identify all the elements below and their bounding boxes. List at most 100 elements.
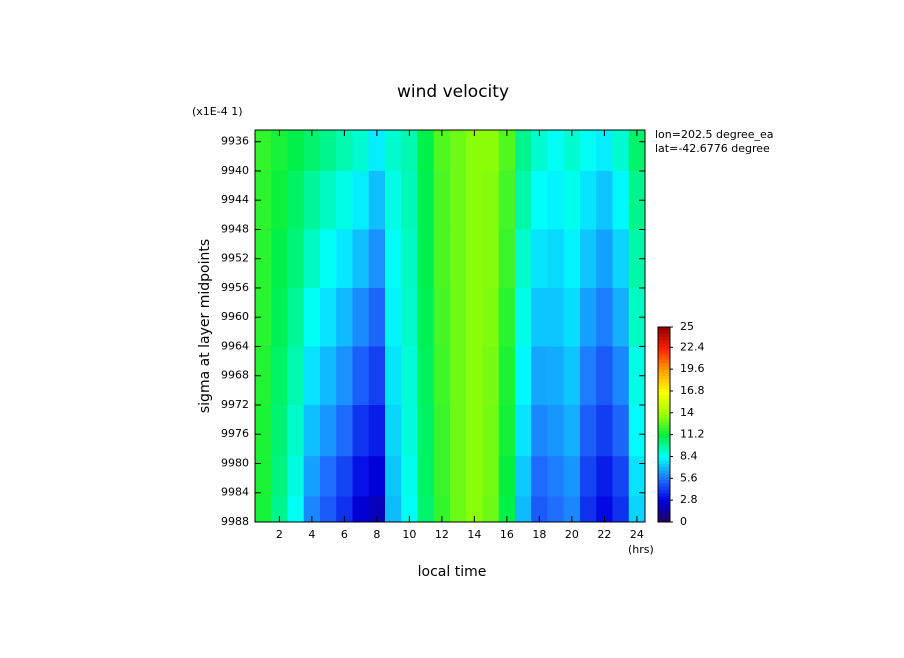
colorbar-tick-label: 22.4 <box>680 340 705 353</box>
cell <box>417 404 435 457</box>
cell <box>271 229 288 289</box>
cell <box>320 130 337 172</box>
cell <box>287 130 305 172</box>
cell <box>547 287 565 347</box>
cell <box>271 456 288 497</box>
x-tick-label: 16 <box>500 528 514 541</box>
cell <box>466 287 483 347</box>
cell <box>303 170 321 230</box>
x-tick-label: 6 <box>341 528 348 541</box>
cell <box>368 346 386 406</box>
colorbar-band <box>658 330 670 334</box>
colorbar-tick-label: 0 <box>680 515 687 528</box>
cell <box>303 346 321 406</box>
cell <box>287 287 305 347</box>
colorbar-band <box>658 414 670 419</box>
cell <box>303 404 321 457</box>
cell <box>352 130 370 172</box>
y-tick-label: 9988 <box>221 515 249 528</box>
x-tick-label: 18 <box>532 528 546 541</box>
colorbar-tick-label: 16.8 <box>680 384 705 397</box>
cell <box>482 496 500 523</box>
cell <box>563 130 581 172</box>
cell <box>563 496 581 523</box>
cell <box>417 496 435 523</box>
cell <box>255 404 272 457</box>
cell <box>531 404 548 457</box>
cell <box>515 229 532 289</box>
cell <box>498 130 516 172</box>
cell <box>580 404 597 457</box>
colorbar-band <box>658 466 670 471</box>
cell <box>303 130 321 172</box>
colorbar-band <box>658 447 670 451</box>
cell <box>466 346 483 406</box>
cell <box>401 456 418 497</box>
colorbar-band <box>658 366 670 370</box>
cell <box>417 170 435 230</box>
cell <box>515 404 532 457</box>
cell <box>450 229 467 289</box>
cell <box>433 229 451 289</box>
cell <box>466 456 483 497</box>
cell <box>287 229 305 289</box>
cell <box>401 346 418 406</box>
cell <box>385 456 402 497</box>
cell <box>287 496 305 523</box>
cell <box>255 229 272 289</box>
y-tick-label: 9952 <box>221 252 249 265</box>
cell <box>433 404 451 457</box>
colorbar-band <box>658 411 670 416</box>
cell <box>255 170 272 230</box>
colorbar-band <box>658 453 670 458</box>
cell <box>385 229 402 289</box>
cell <box>450 170 467 230</box>
plot-frame <box>254 129 646 523</box>
colorbar-band <box>658 424 670 429</box>
cell <box>352 496 370 523</box>
colorbar-band <box>658 336 670 341</box>
cell <box>482 229 500 289</box>
cell <box>612 170 630 230</box>
cell <box>417 287 435 347</box>
x-axis-label: local time <box>418 564 487 580</box>
colorbar-band <box>658 362 670 367</box>
cell <box>466 229 483 289</box>
colorbar-band <box>658 343 670 347</box>
cell <box>450 496 467 523</box>
colorbar-band <box>658 353 670 357</box>
cell <box>385 287 402 347</box>
cell <box>320 496 337 523</box>
cell <box>482 456 500 497</box>
cell <box>385 170 402 230</box>
cell <box>531 287 548 347</box>
colorbar-band <box>658 483 670 487</box>
cell <box>547 496 565 523</box>
cell <box>515 287 532 347</box>
y-tick-label: 9944 <box>221 193 249 206</box>
cell <box>531 496 548 523</box>
cell <box>580 130 597 172</box>
colorbar-band <box>658 372 670 377</box>
cell <box>352 456 370 497</box>
cell <box>303 229 321 289</box>
colorbar-band <box>658 327 670 331</box>
cell <box>531 456 548 497</box>
cell <box>515 346 532 406</box>
cell <box>271 404 288 457</box>
cell <box>450 404 467 457</box>
cell <box>287 456 305 497</box>
cell <box>417 130 435 172</box>
cell <box>320 456 337 497</box>
cell <box>580 229 597 289</box>
annotations: lon=202.5 degree_ea lat=-42.6776 degree <box>655 128 774 155</box>
y-tick-label: 9972 <box>221 398 249 411</box>
cell <box>580 456 597 497</box>
cell <box>612 456 630 497</box>
cell <box>612 229 630 289</box>
cell <box>336 287 353 347</box>
cell <box>271 287 288 347</box>
cell <box>531 170 548 230</box>
cell <box>628 229 646 289</box>
cell <box>255 456 272 497</box>
